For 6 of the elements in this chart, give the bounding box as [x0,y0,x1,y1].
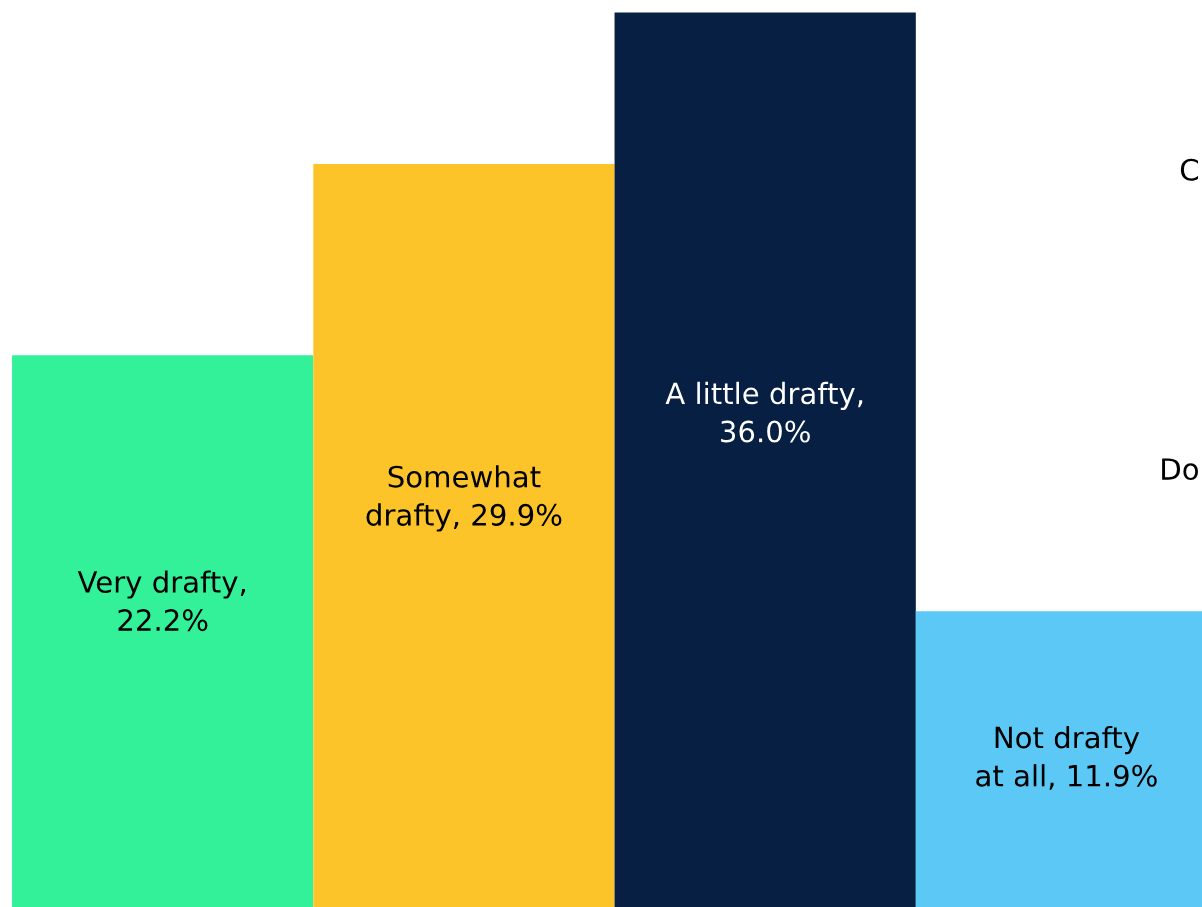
data-label: Not drafty at all, 11.9% [976,725,1157,790]
data-label: Somewhat drafty, 29.9% [366,465,562,532]
annotation: Do [1162,458,1198,481]
data-label: Very drafty, 22.2% [77,570,245,632]
data-label: A little drafty, 36.0% [665,381,863,443]
annotation: C [1180,158,1199,181]
